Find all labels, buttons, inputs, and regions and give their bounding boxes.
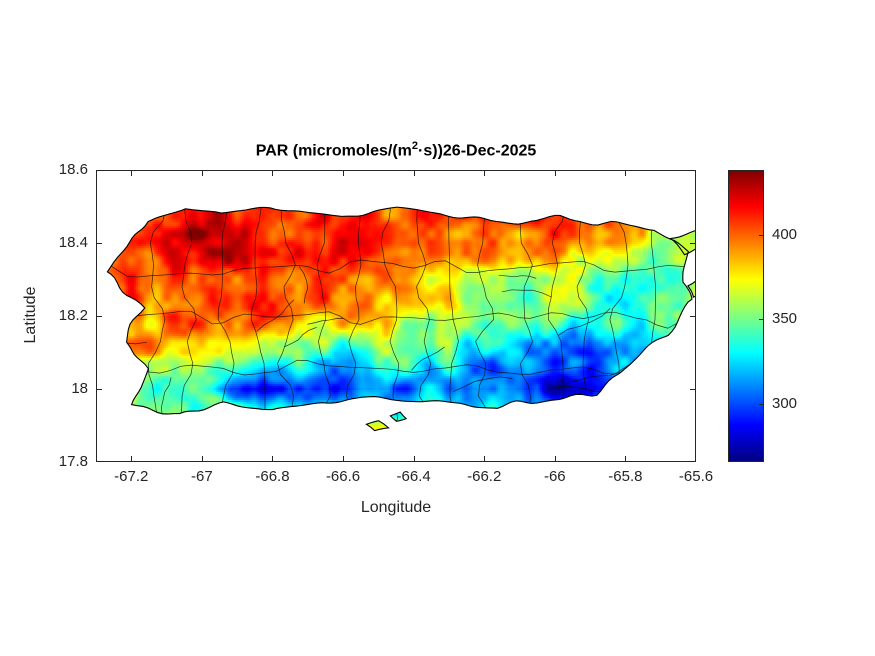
figure-title: PAR (micromoles/(m2·s))26-Dec-2025 xyxy=(96,140,696,160)
x-tick-label: -66.6 xyxy=(325,468,361,485)
colorbar-canvas xyxy=(728,170,764,462)
y-tick-label: 18.6 xyxy=(58,161,88,178)
x-tick-label: -65.6 xyxy=(678,468,714,485)
heatmap-canvas xyxy=(96,170,696,462)
figure-title-post: ·s))26-Dec-2025 xyxy=(418,142,537,160)
x-tick-label: -66.2 xyxy=(467,468,502,485)
y-tick-label: 18 xyxy=(71,380,88,397)
y-tick-label: 18.4 xyxy=(58,234,88,251)
x-axis-label: Longitude xyxy=(360,499,432,516)
y-tick-label: 17.8 xyxy=(58,453,88,470)
colorbar-tick-label: 300 xyxy=(772,395,798,413)
x-tick-label: -66 xyxy=(543,468,566,485)
x-tick-label: -66.8 xyxy=(255,468,290,485)
plot-area xyxy=(96,170,696,462)
y-tick-label: 18.2 xyxy=(58,307,88,324)
figure-title-pre: PAR (micromoles/(m xyxy=(255,142,412,160)
x-tick-label: -67 xyxy=(191,468,213,485)
x-tick-label: -67.2 xyxy=(114,468,149,485)
x-tick-label: -66.4 xyxy=(396,468,431,485)
colorbar xyxy=(728,170,764,462)
x-tick-label: -65.8 xyxy=(608,468,643,485)
colorbar-tick-label: 350 xyxy=(772,310,798,328)
figure-title-superscript: 2 xyxy=(411,140,419,152)
colorbar-tick-label: 400 xyxy=(772,225,798,243)
